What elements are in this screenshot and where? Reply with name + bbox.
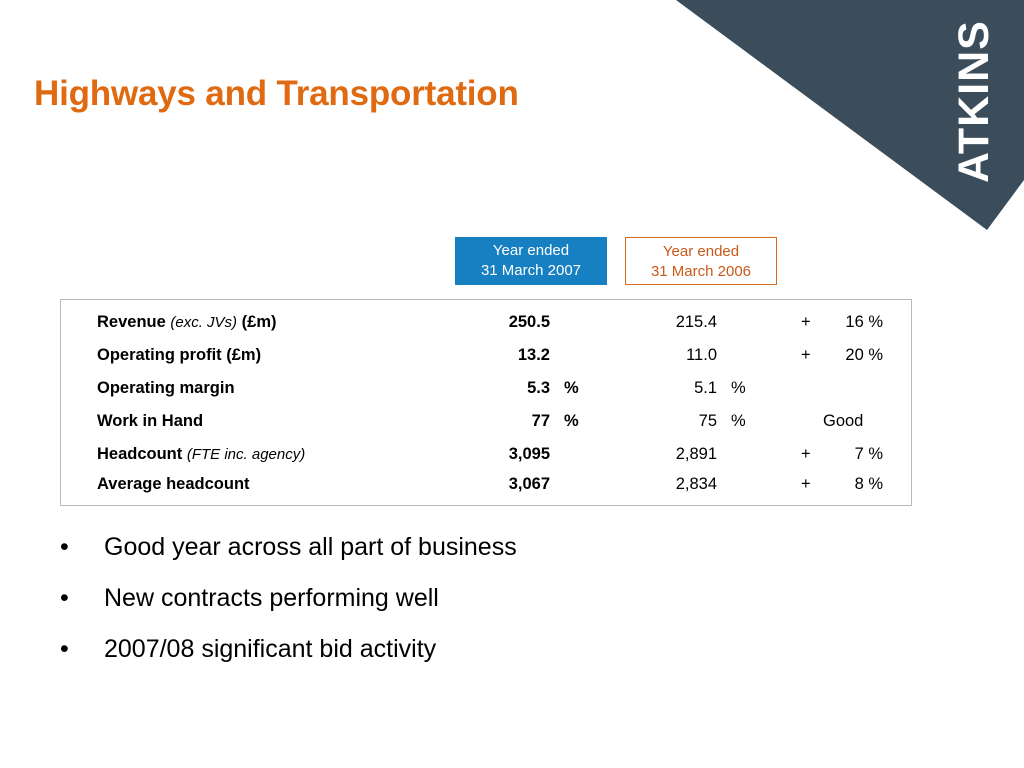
row-label: Work in Hand	[97, 412, 204, 430]
bullet-text: New contracts performing well	[104, 584, 439, 612]
header-2007-line2: 31 March 2007	[480, 262, 582, 279]
bullet-marker: •	[60, 533, 69, 561]
bullet-text: Good year across all part of business	[104, 533, 517, 561]
label-text: Headcount	[97, 445, 183, 463]
value-2007: 250.5	[508, 313, 550, 331]
label-note: (FTE inc. agency)	[186, 446, 306, 463]
change-sign: +	[801, 445, 811, 463]
header-year-2007: Year ended 31 March 2007	[455, 237, 607, 285]
unit-2006: %	[731, 379, 746, 397]
slide-title: Highways and Transportation	[34, 74, 519, 113]
header-year-2006: Year ended 31 March 2006	[625, 237, 777, 285]
change-value: 16 %	[845, 313, 883, 331]
unit-2007: %	[564, 412, 579, 430]
change-sign: +	[801, 313, 811, 331]
atkins-logo-text: ATKINS	[950, 20, 998, 183]
assessment: Good	[823, 412, 864, 430]
row-label: Headcount (FTE inc. agency)	[97, 443, 305, 466]
header-2006-line1: Year ended	[662, 243, 740, 260]
label-note: (exc. JVs)	[170, 314, 238, 331]
change-value: 8 %	[854, 475, 883, 493]
value-2006: 75	[698, 412, 717, 430]
table-row-average-headcount: Average headcount 3,067 2,834 + 8 %	[61, 473, 911, 495]
bullet-item: • Good year across all part of business	[60, 530, 517, 581]
unit-2006: %	[731, 412, 746, 430]
change-value: 7 %	[854, 445, 883, 463]
table-row-work-in-hand: Work in Hand 77 % 75 % Good	[61, 410, 911, 432]
header-2007-line1: Year ended	[492, 242, 570, 259]
value-2007: 5.3	[527, 379, 550, 397]
bullet-list: • Good year across all part of business •…	[60, 530, 517, 683]
table-row-revenue: Revenue (exc. JVs) (£m) 250.5 215.4 + 16…	[61, 311, 911, 333]
bullet-marker: •	[60, 635, 69, 663]
value-2007: 3,067	[508, 475, 550, 493]
value-2006: 11.0	[686, 346, 717, 364]
value-2007: 3,095	[508, 445, 550, 463]
bullet-item: • New contracts performing well	[60, 581, 517, 632]
change-value: 20 %	[845, 346, 883, 364]
unit-2007: %	[564, 379, 579, 397]
change-sign: +	[801, 475, 811, 493]
table-row-headcount: Headcount (FTE inc. agency) 3,095 2,891 …	[61, 443, 911, 465]
row-label: Average headcount	[97, 475, 250, 493]
header-2006-line2: 31 March 2006	[650, 263, 752, 280]
value-2006: 2,891	[675, 445, 717, 463]
row-label: Revenue (exc. JVs) (£m)	[97, 311, 277, 334]
label-text: Revenue	[97, 313, 166, 331]
financial-table: Revenue (exc. JVs) (£m) 250.5 215.4 + 16…	[60, 299, 912, 506]
bullet-marker: •	[60, 584, 69, 612]
table-row-operating-profit: Operating profit (£m) 13.2 11.0 + 20 %	[61, 344, 911, 366]
brand-corner-triangle	[676, 0, 1024, 230]
value-2006: 215.4	[675, 313, 717, 331]
row-label: Operating profit (£m)	[97, 346, 262, 364]
value-2007: 77	[531, 412, 550, 430]
label-unit: (£m)	[241, 313, 277, 331]
bullet-text: 2007/08 significant bid activity	[104, 635, 437, 663]
value-2006: 2,834	[675, 475, 717, 493]
bullet-item: • 2007/08 significant bid activity	[60, 632, 517, 683]
row-label: Operating margin	[97, 379, 235, 397]
value-2006: 5.1	[694, 379, 717, 397]
table-row-operating-margin: Operating margin 5.3 % 5.1 %	[61, 377, 911, 399]
value-2007: 13.2	[517, 346, 550, 364]
change-sign: +	[801, 346, 811, 364]
